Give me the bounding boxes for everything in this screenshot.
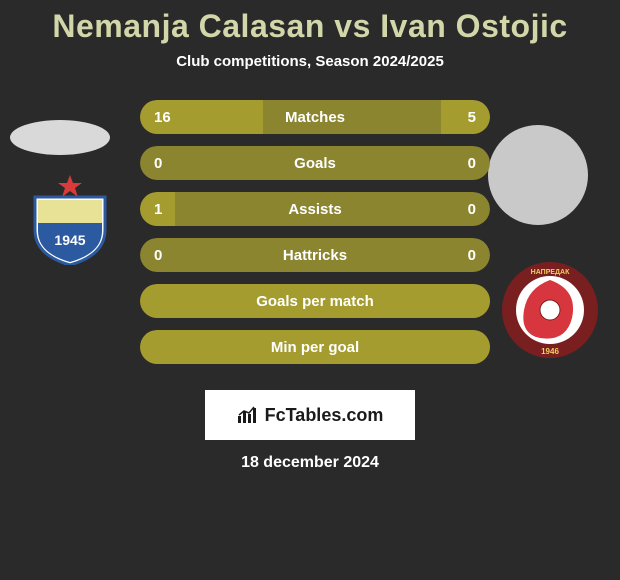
stat-label: Min per goal bbox=[140, 330, 490, 364]
stat-value-right: 0 bbox=[468, 146, 476, 180]
stat-row: Assists1 0 bbox=[140, 192, 490, 226]
date-text: 18 december 2024 bbox=[0, 454, 620, 472]
stat-value-right: 5 bbox=[468, 100, 476, 134]
fctables-label: FcTables.com bbox=[265, 405, 384, 426]
stat-value-right: 0 bbox=[468, 238, 476, 272]
page-subtitle: Club competitions, Season 2024/2025 bbox=[0, 53, 620, 70]
stat-value-left: 1 bbox=[154, 192, 162, 226]
stat-label: Assists bbox=[140, 192, 490, 226]
stat-value-right: 0 bbox=[468, 192, 476, 226]
stat-value-left: 0 bbox=[154, 146, 162, 180]
stat-label: Goals per match bbox=[140, 284, 490, 318]
stat-row: Matches16 5 bbox=[140, 100, 490, 134]
stat-row: Hattricks0 0 bbox=[140, 238, 490, 272]
stat-label: Matches bbox=[140, 100, 490, 134]
stat-value-left: 0 bbox=[154, 238, 162, 272]
page-title: Nemanja Calasan vs Ivan Ostojic bbox=[0, 0, 620, 45]
stat-row: Goals per match bbox=[140, 284, 490, 318]
stat-value-left: 16 bbox=[154, 100, 171, 134]
stats-comparison: Matches165Goals00Assists10Hattricks00Goa… bbox=[0, 100, 620, 380]
stat-label: Hattricks bbox=[140, 238, 490, 272]
chart-icon bbox=[237, 406, 259, 424]
stat-row: Min per goal bbox=[140, 330, 490, 364]
stat-row: Goals0 0 bbox=[140, 146, 490, 180]
stat-label: Goals bbox=[140, 146, 490, 180]
fctables-badge: FcTables.com bbox=[205, 390, 415, 440]
